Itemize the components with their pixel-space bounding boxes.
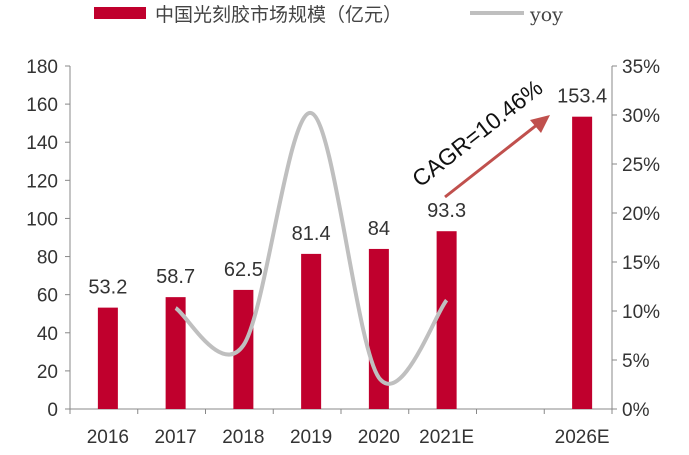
x-tick-label: 2019 <box>290 427 332 448</box>
left-tick-label: 160 <box>26 95 58 116</box>
right-tick-label: 0% <box>622 400 650 421</box>
left-tick-label: 80 <box>37 248 58 269</box>
bar <box>436 231 457 409</box>
bar-label: 93.3 <box>427 200 466 222</box>
right-tick-label: 15% <box>622 253 660 274</box>
left-tick-label: 100 <box>26 209 58 230</box>
bar-label: 58.7 <box>156 266 195 288</box>
bar-label: 53.2 <box>88 277 127 299</box>
cagr-arrowhead <box>530 115 550 133</box>
left-tick-label: 180 <box>26 57 58 78</box>
left-tick-label: 60 <box>37 286 58 307</box>
x-tick-label: 2017 <box>154 427 196 448</box>
x-tick-label: 2021E <box>419 427 474 448</box>
right-tick-label: 20% <box>622 204 660 225</box>
bar <box>233 289 254 409</box>
left-tick-label: 0 <box>47 400 58 421</box>
cagr-arrow <box>444 122 539 199</box>
x-tick-label: 2016 <box>87 427 129 448</box>
legend-bar-swatch <box>94 7 146 19</box>
x-tick-label: 2018 <box>222 427 264 448</box>
bar <box>301 253 322 409</box>
right-tick-label: 35% <box>622 57 660 78</box>
left-tick-label: 140 <box>26 133 58 154</box>
x-tick-label: 2026E <box>555 427 610 448</box>
bar-label: 84 <box>368 218 390 240</box>
legend-bar-label: 中国光刻胶市场规模（亿元） <box>155 4 402 26</box>
right-tick-label: 25% <box>622 155 660 176</box>
x-tick-label: 2020 <box>358 427 400 448</box>
bar <box>572 116 593 409</box>
right-tick-label: 10% <box>622 302 660 323</box>
right-tick-label: 5% <box>622 351 650 372</box>
left-tick-label: 40 <box>37 324 58 345</box>
bar-label: 153.4 <box>557 86 607 108</box>
bar-label: 81.4 <box>292 223 331 245</box>
bar <box>165 297 186 409</box>
bar <box>97 307 118 409</box>
yoy-line <box>174 111 449 386</box>
legend-line-label: yoy <box>529 4 563 26</box>
bar-label: 62.5 <box>224 259 263 281</box>
right-tick-label: 30% <box>622 106 660 127</box>
left-tick-label: 20 <box>37 362 58 383</box>
left-tick-label: 120 <box>26 171 58 192</box>
